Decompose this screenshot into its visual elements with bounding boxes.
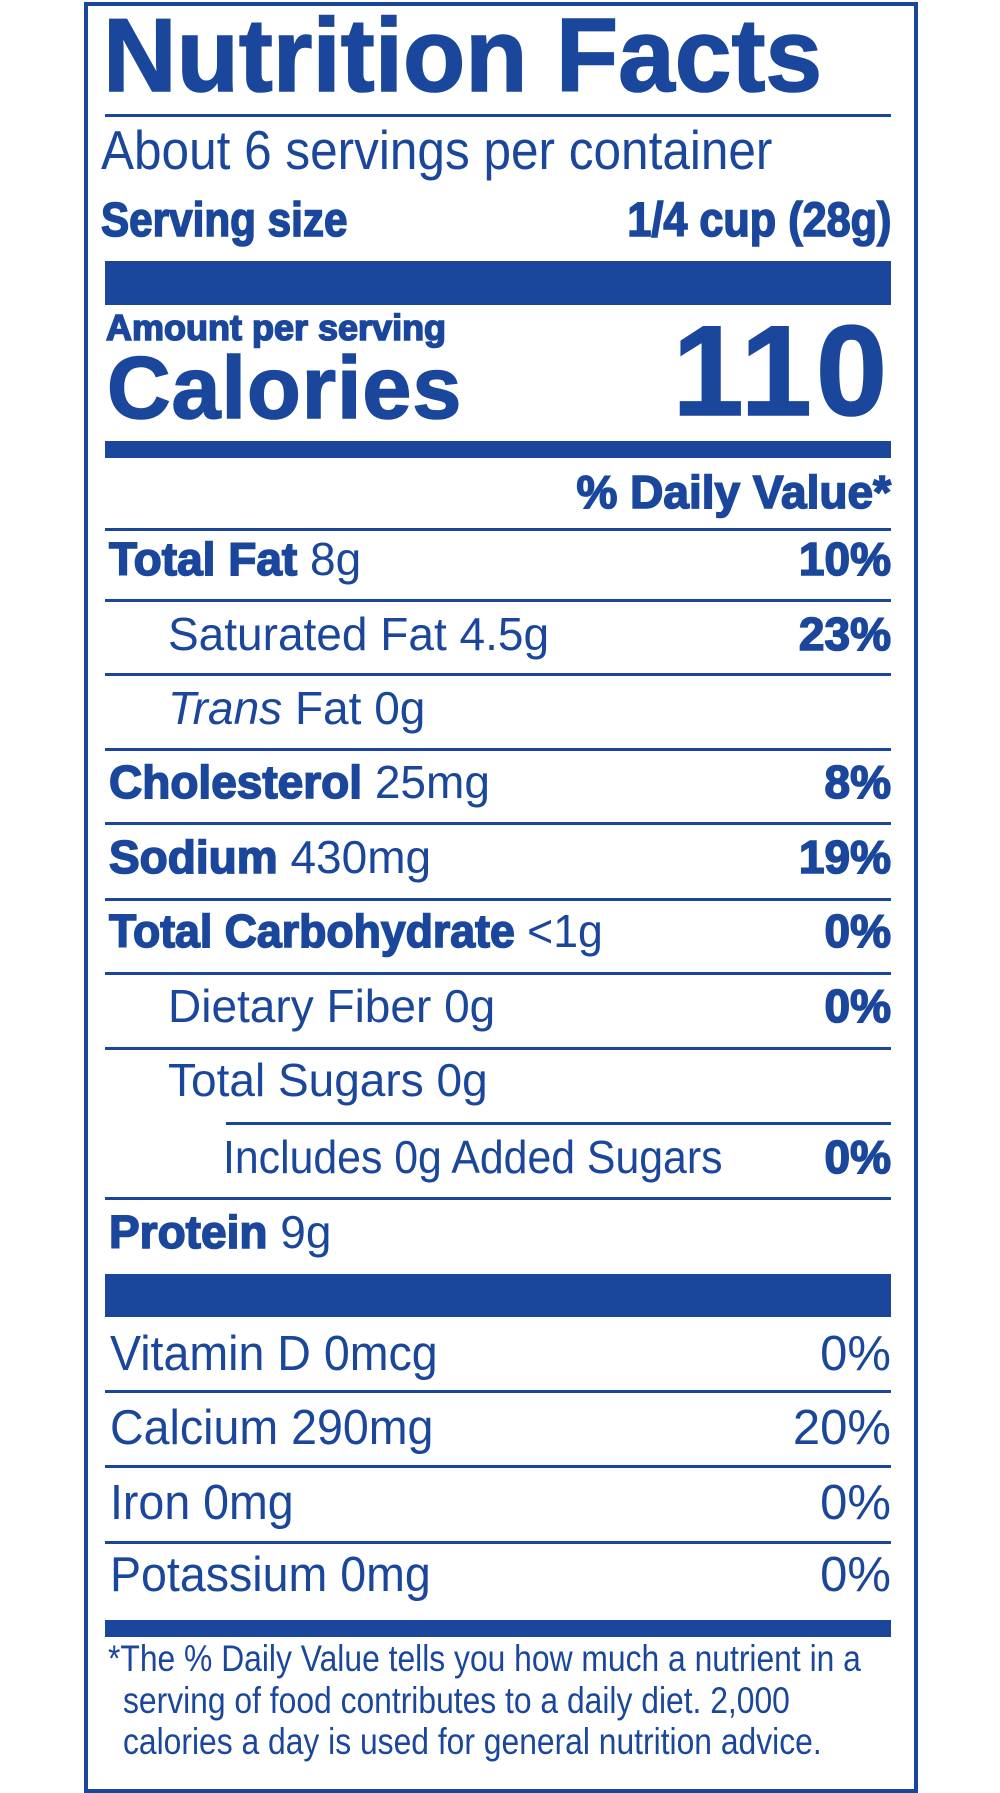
footnote-line: calories a day is used for general nutri… (123, 1721, 822, 1762)
vitamin-dv: 20% (792, 1401, 891, 1455)
thick-divider (105, 1274, 891, 1317)
nutrient-amount: 4.5g (459, 608, 550, 660)
nutrient-name: Includes 0g Added Sugars (223, 1131, 723, 1183)
vitamin-label: Iron 0mg (110, 1476, 294, 1530)
nutrient-amount: 0g (374, 682, 426, 734)
thick-divider (105, 261, 891, 305)
nutrient-amount: 0g (436, 1054, 488, 1106)
nutrient-name: Total Carbohydrate (108, 905, 515, 957)
nutrient-name: Total Fat (108, 533, 298, 585)
nutrient-amount: 25mg (374, 756, 490, 808)
row-divider (105, 822, 891, 825)
nutrient-dv: 0% (824, 980, 892, 1032)
amount-per-serving: Amount per serving (105, 307, 447, 348)
footnote-line: *The % Daily Value tells you how much a … (108, 1638, 861, 1679)
vitamin-dv: 0% (820, 1327, 891, 1381)
vitamin-label: Calcium 290mg (110, 1401, 434, 1455)
row-divider (105, 898, 891, 901)
nutrient-name: Protein (108, 1206, 268, 1258)
nutrient-amount: <1g (527, 905, 603, 957)
row-divider (105, 1390, 891, 1393)
label-title: Nutrition Facts (102, 0, 823, 114)
nutrient-dv: 23% (798, 608, 892, 660)
nutrient-amount: 0g (444, 980, 496, 1032)
nutrient-name-suffix: Fat (294, 682, 362, 734)
row-divider (105, 528, 891, 531)
calories-value: 110 (672, 300, 891, 443)
vitamin-label: Potassium 0mg (110, 1548, 431, 1602)
serving-size-value: 1/4 cup (28g) (626, 194, 892, 247)
row-divider (105, 748, 891, 751)
nutrient-name: Trans (168, 682, 283, 734)
row-divider (105, 673, 891, 676)
medium-divider (105, 1620, 891, 1637)
row-divider (105, 1465, 891, 1468)
vitamin-dv: 0% (820, 1548, 891, 1602)
row-divider (105, 1541, 891, 1544)
row-divider (105, 1047, 891, 1050)
title-divider (105, 114, 891, 117)
row-divider (226, 1122, 891, 1125)
nutrient-name: Cholesterol (108, 756, 363, 808)
nutrient-dv: 10% (798, 533, 892, 585)
nutrient-name: Saturated Fat (168, 608, 447, 660)
nutrient-dv: 0% (824, 905, 892, 957)
vitamin-dv: 0% (820, 1476, 891, 1530)
nutrient-amount: 8g (310, 533, 362, 585)
calories-label: Calories (106, 338, 463, 437)
footnote-line: serving of food contributes to a daily d… (123, 1680, 790, 1721)
nutrient-dv: 19% (798, 831, 892, 883)
nutrient-name: Total Sugars (168, 1054, 424, 1106)
medium-divider (105, 441, 891, 458)
row-divider (105, 972, 891, 975)
nutrient-name: Sodium (108, 831, 278, 883)
nutrient-amount: 430mg (290, 831, 432, 883)
row-divider (105, 1197, 891, 1200)
daily-value-header: % Daily Value* (576, 466, 892, 518)
vitamin-label: Vitamin D 0mcg (110, 1327, 438, 1381)
nutrient-dv: 8% (824, 756, 892, 808)
nutrient-dv: 0% (824, 1131, 892, 1183)
servings-per-container: About 6 servings per container (101, 119, 773, 181)
nutrient-name: Dietary Fiber (168, 980, 432, 1032)
nutrient-amount: 9g (280, 1206, 332, 1258)
serving-size-label: Serving size (100, 194, 348, 247)
row-divider (105, 599, 891, 602)
